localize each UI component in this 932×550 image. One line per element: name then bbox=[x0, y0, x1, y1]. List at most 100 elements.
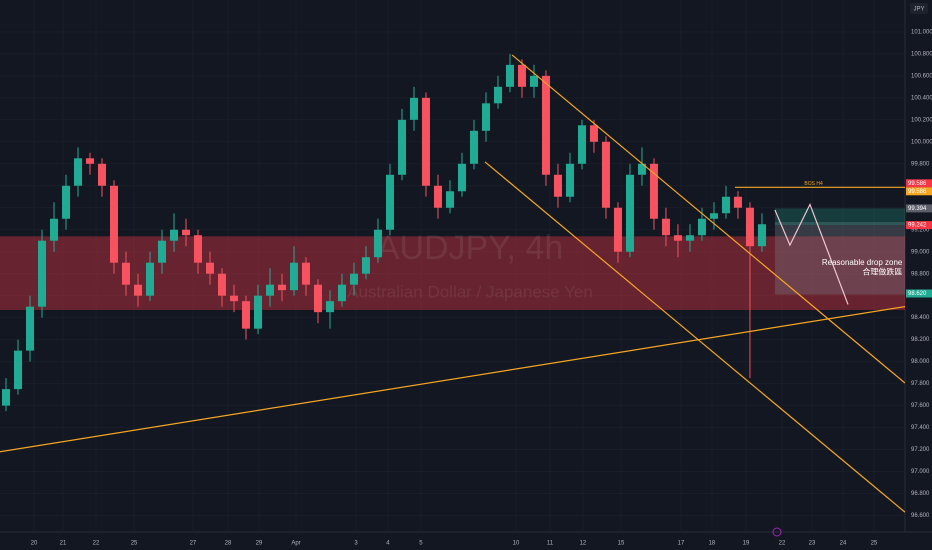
y-tick-label: 97.200 bbox=[911, 447, 930, 453]
candle-body bbox=[757, 224, 766, 247]
candle-body bbox=[601, 141, 610, 208]
price-label: 99.394 bbox=[908, 206, 927, 212]
candle-body bbox=[205, 262, 214, 274]
candle-body bbox=[289, 262, 298, 291]
candle-body bbox=[121, 262, 130, 285]
x-tick-label: 10 bbox=[513, 541, 520, 547]
trend-line bbox=[484, 161, 905, 513]
x-tick-label: Apr bbox=[291, 541, 300, 547]
candle-body bbox=[457, 163, 466, 192]
candle-body bbox=[37, 240, 46, 307]
candle-body bbox=[637, 163, 646, 175]
x-tick-label: 18 bbox=[709, 541, 716, 547]
x-tick-label: 28 bbox=[225, 541, 232, 547]
trend-line bbox=[774, 202, 849, 305]
annotation: 合理做跌區 bbox=[862, 267, 902, 277]
candle-body bbox=[529, 75, 538, 87]
price-label: 99.242 bbox=[908, 223, 927, 229]
candle-body bbox=[493, 86, 502, 104]
currency-box bbox=[910, 3, 928, 14]
box bbox=[774, 208, 905, 226]
candle-body bbox=[673, 235, 682, 241]
y-tick-label: 97.400 bbox=[911, 425, 930, 431]
y-tick-label: 99.000 bbox=[911, 249, 930, 255]
candle-body bbox=[265, 284, 274, 296]
x-tick-label: 17 bbox=[678, 541, 685, 547]
y-tick-label: 98.800 bbox=[911, 271, 930, 277]
price-label-bg bbox=[906, 179, 932, 188]
watermark: AUDJPY, 4h bbox=[377, 229, 563, 267]
candle-body bbox=[361, 257, 370, 274]
price-label-bg bbox=[906, 289, 932, 298]
y-tick-label: 99.800 bbox=[911, 161, 930, 167]
candle-body bbox=[373, 229, 382, 258]
event-icon[interactable] bbox=[772, 527, 782, 537]
candle-body bbox=[721, 196, 730, 214]
candle-body bbox=[469, 130, 478, 164]
candle-body bbox=[61, 185, 70, 219]
watermark-subtitle: Australian Dollar / Japanese Yen bbox=[347, 282, 593, 301]
candle-body bbox=[565, 163, 574, 197]
y-tick-label: 96.800 bbox=[911, 491, 930, 497]
candle-body bbox=[217, 273, 226, 296]
x-tick-label: 20 bbox=[31, 541, 38, 547]
candle-body bbox=[109, 185, 118, 263]
candle-body bbox=[49, 218, 58, 241]
x-tick-label: 15 bbox=[618, 541, 625, 547]
candle-body bbox=[697, 218, 706, 236]
candle-body bbox=[661, 218, 670, 236]
x-tick-label: 23 bbox=[809, 541, 816, 547]
candle-body bbox=[385, 174, 394, 230]
candle-body bbox=[517, 64, 526, 87]
candle-body bbox=[349, 273, 358, 285]
x-tick-label: 27 bbox=[190, 541, 197, 547]
candle-body bbox=[685, 235, 694, 241]
x-tick-label: 22 bbox=[93, 541, 100, 547]
y-tick-label: 100.400 bbox=[911, 95, 932, 101]
y-tick-label: 100.600 bbox=[911, 73, 932, 79]
candle-body bbox=[625, 174, 634, 252]
currency-label: JPY bbox=[913, 7, 924, 13]
candle-body bbox=[577, 125, 586, 164]
y-tick-label: 97.600 bbox=[911, 403, 930, 409]
y-tick-label: 97.000 bbox=[911, 469, 930, 475]
x-tick-label: 25 bbox=[871, 541, 878, 547]
candle-body bbox=[193, 235, 202, 263]
candle-body bbox=[301, 262, 310, 285]
y-tick-label: 100.200 bbox=[911, 117, 932, 123]
x-tick-label: 19 bbox=[743, 541, 750, 547]
candle-body bbox=[613, 207, 622, 252]
candle-body bbox=[421, 97, 430, 186]
candle-body bbox=[733, 196, 742, 208]
x-tick-label: 5 bbox=[419, 541, 423, 547]
trend-line bbox=[0, 305, 905, 453]
annotation: BOS H4 bbox=[804, 181, 823, 187]
candle-body bbox=[25, 306, 34, 351]
candle-body bbox=[145, 262, 154, 296]
candle-body bbox=[589, 125, 598, 142]
annotation: Reasonable drop zone bbox=[822, 258, 903, 267]
x-tick-label: 4 bbox=[386, 541, 390, 547]
candle-body bbox=[133, 284, 142, 296]
candle-body bbox=[169, 229, 178, 241]
candle-body bbox=[181, 229, 190, 236]
x-tick-label: 24 bbox=[840, 541, 847, 547]
x-tick-label: 3 bbox=[354, 541, 358, 547]
y-tick-label: 96.600 bbox=[911, 513, 930, 519]
candle-body bbox=[745, 207, 754, 247]
candle-body bbox=[337, 284, 346, 302]
candle-body bbox=[241, 301, 250, 329]
candle-body bbox=[397, 119, 406, 175]
candle-body bbox=[157, 240, 166, 263]
y-tick-label: 97.800 bbox=[911, 381, 930, 387]
y-tick-label: 100.000 bbox=[911, 139, 932, 145]
x-tick-label: 22 bbox=[779, 541, 786, 547]
candle-body bbox=[85, 158, 94, 164]
trend-line bbox=[511, 54, 905, 384]
candle-body bbox=[97, 163, 106, 186]
price-label: 99.586 bbox=[908, 181, 927, 187]
x-tick-label: 25 bbox=[131, 541, 138, 547]
candle-body bbox=[553, 174, 562, 197]
candle-body bbox=[229, 295, 238, 302]
